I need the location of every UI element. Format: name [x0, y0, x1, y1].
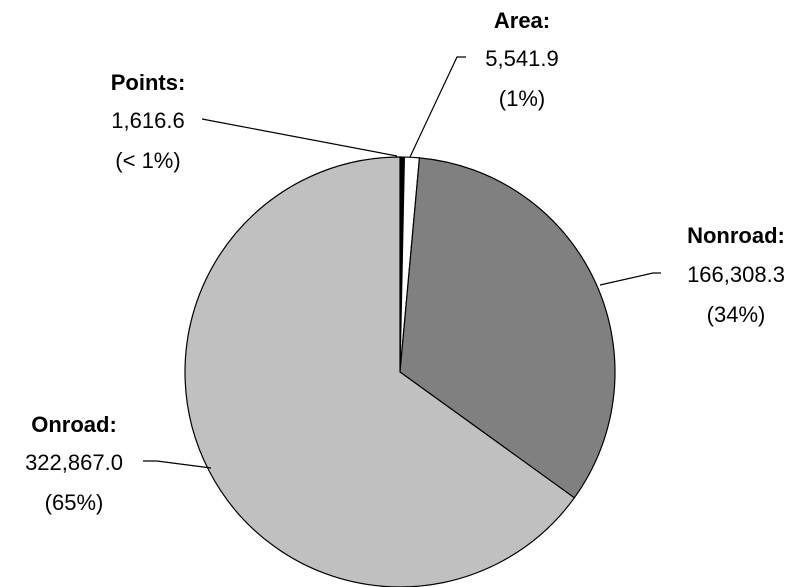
pie-slices	[184, 156, 616, 587]
slice-label-points-value: 1,616.6	[111, 108, 184, 133]
slice-label-onroad-pct: (65%)	[45, 490, 104, 515]
slice-label-onroad-name: Onroad:	[31, 412, 117, 437]
slice-label-nonroad-value: 166,308.3	[687, 262, 785, 287]
slice-label-area-value: 5,541.9	[485, 46, 558, 71]
slice-label-onroad-value: 322,867.0	[25, 450, 123, 475]
leader-line-area	[409, 56, 466, 158]
slice-label-area-name: Area:	[494, 8, 550, 33]
leader-line-onroad	[143, 460, 212, 469]
slice-label-nonroad-pct: (34%)	[707, 302, 766, 327]
leader-line-nonroad	[599, 272, 661, 286]
leader-line-points	[201, 118, 398, 157]
pie-slice-nonroad	[399, 157, 616, 499]
slice-label-points-pct: (< 1%)	[115, 148, 180, 173]
slice-label-nonroad-name: Nonroad:	[687, 223, 785, 248]
slice-label-points-name: Points:	[111, 70, 186, 95]
pie-slice-onroad	[184, 156, 575, 587]
slice-label-area-pct: (1%)	[499, 86, 545, 111]
